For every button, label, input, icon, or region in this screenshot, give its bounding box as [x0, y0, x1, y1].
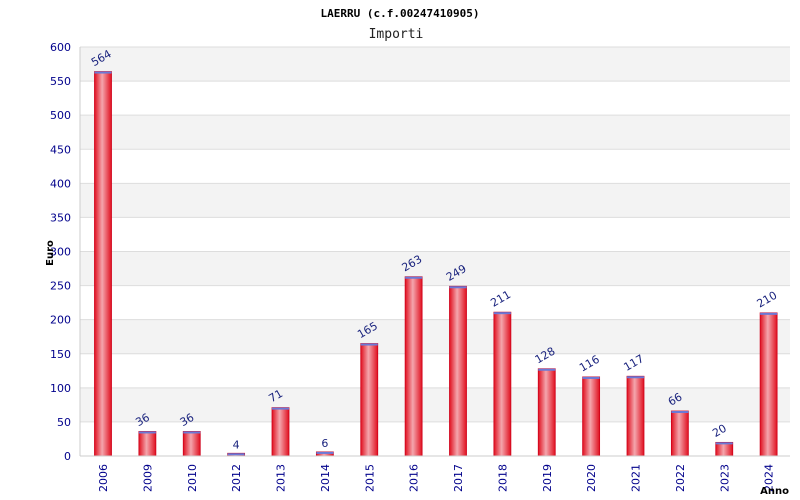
y-tick-label: 300 — [50, 246, 71, 259]
x-tick-label: 2015 — [363, 464, 376, 492]
bar — [182, 431, 201, 457]
x-tick-labels: 2006 2009 2010 2012 2013 2014 2015 2016 2017 2018… — [97, 464, 776, 492]
bar — [271, 407, 290, 457]
bar — [94, 71, 112, 457]
x-tick-label: 2013 — [275, 464, 288, 492]
x-tick-label: 2012 — [230, 464, 243, 492]
plot-band — [80, 183, 790, 218]
x-tick-label: 2023 — [718, 464, 731, 492]
plot-band — [80, 285, 790, 320]
bar-top — [138, 431, 156, 434]
data-label: 36 — [178, 411, 197, 429]
plot-bands — [80, 47, 790, 456]
bars — [94, 71, 778, 457]
axes — [79, 47, 790, 457]
bar-top — [715, 442, 733, 445]
bar-top — [183, 431, 201, 434]
y-axis-label: Euro — [45, 240, 56, 266]
x-tick-label: 2017 — [452, 464, 465, 492]
x-tick-label: 2021 — [630, 464, 643, 492]
y-tick-label: 200 — [50, 314, 71, 327]
bar — [715, 441, 734, 457]
bar-top — [671, 411, 689, 414]
bar — [138, 431, 157, 457]
bar — [670, 410, 689, 457]
y-tick-label: 450 — [50, 143, 71, 156]
x-tick-label: 2006 — [97, 464, 110, 492]
bar — [626, 375, 645, 457]
data-label: 36 — [133, 411, 152, 429]
y-tick-label: 400 — [50, 177, 71, 190]
plot-band — [80, 115, 790, 150]
y-tick-label: 350 — [50, 211, 71, 224]
bar-top — [94, 71, 112, 74]
bar — [493, 311, 512, 457]
plot-band — [80, 319, 790, 354]
bar — [404, 276, 423, 457]
x-tick-label: 2010 — [186, 464, 199, 492]
bar — [582, 376, 601, 457]
bar-top — [538, 368, 556, 371]
bar-top — [360, 343, 378, 346]
bar-top — [760, 312, 778, 315]
bar-top — [227, 453, 245, 456]
data-label: 71 — [267, 387, 286, 405]
x-tick-label: 2009 — [141, 464, 154, 492]
x-tick-label: 2018 — [496, 464, 509, 492]
chart-title: LAERRU (c.f.00247410905) — [321, 7, 480, 20]
y-tick-label: 0 — [64, 450, 71, 463]
x-tick-label: 2024 — [763, 464, 776, 492]
bar-top — [582, 376, 600, 379]
chart-subtitle: Importi — [369, 27, 424, 42]
bar-top — [493, 312, 511, 315]
bar — [537, 368, 556, 457]
bar-top — [405, 276, 423, 279]
bar-top — [272, 407, 289, 410]
data-label: 6 — [321, 437, 328, 450]
plot-band — [80, 149, 790, 184]
x-tick-label: 2016 — [408, 464, 421, 492]
bar-top — [316, 451, 334, 454]
data-label: 66 — [666, 390, 685, 408]
data-label: 4 — [233, 438, 240, 451]
y-tick-label: 500 — [50, 109, 71, 122]
y-tick-label: 100 — [50, 382, 71, 395]
x-tick-label: 2014 — [319, 464, 332, 492]
plot-band — [80, 353, 790, 388]
bar-top — [627, 376, 644, 379]
y-tick-label: 250 — [50, 280, 71, 293]
y-tick-label: 150 — [50, 348, 71, 361]
bar — [449, 285, 467, 457]
x-tick-label: 2020 — [585, 464, 598, 492]
y-tick-label: 50 — [57, 416, 71, 429]
plot-band — [80, 217, 790, 252]
plot-band — [80, 47, 790, 82]
bar-top — [449, 286, 467, 289]
y-tick-label: 550 — [50, 75, 71, 88]
plot-band — [80, 251, 790, 286]
plot-band — [80, 81, 790, 116]
y-tick-labels: 0 50 100 150 200 250 300 350 400 450 500 550 600 — [50, 41, 71, 463]
x-tick-label: 2022 — [674, 464, 687, 492]
x-axis-label: Anno — [760, 486, 789, 497]
bar — [759, 312, 778, 457]
bar — [360, 343, 379, 457]
x-tick-label: 2019 — [541, 464, 554, 492]
y-tick-label: 600 — [50, 41, 71, 54]
data-label: 20 — [710, 422, 729, 440]
